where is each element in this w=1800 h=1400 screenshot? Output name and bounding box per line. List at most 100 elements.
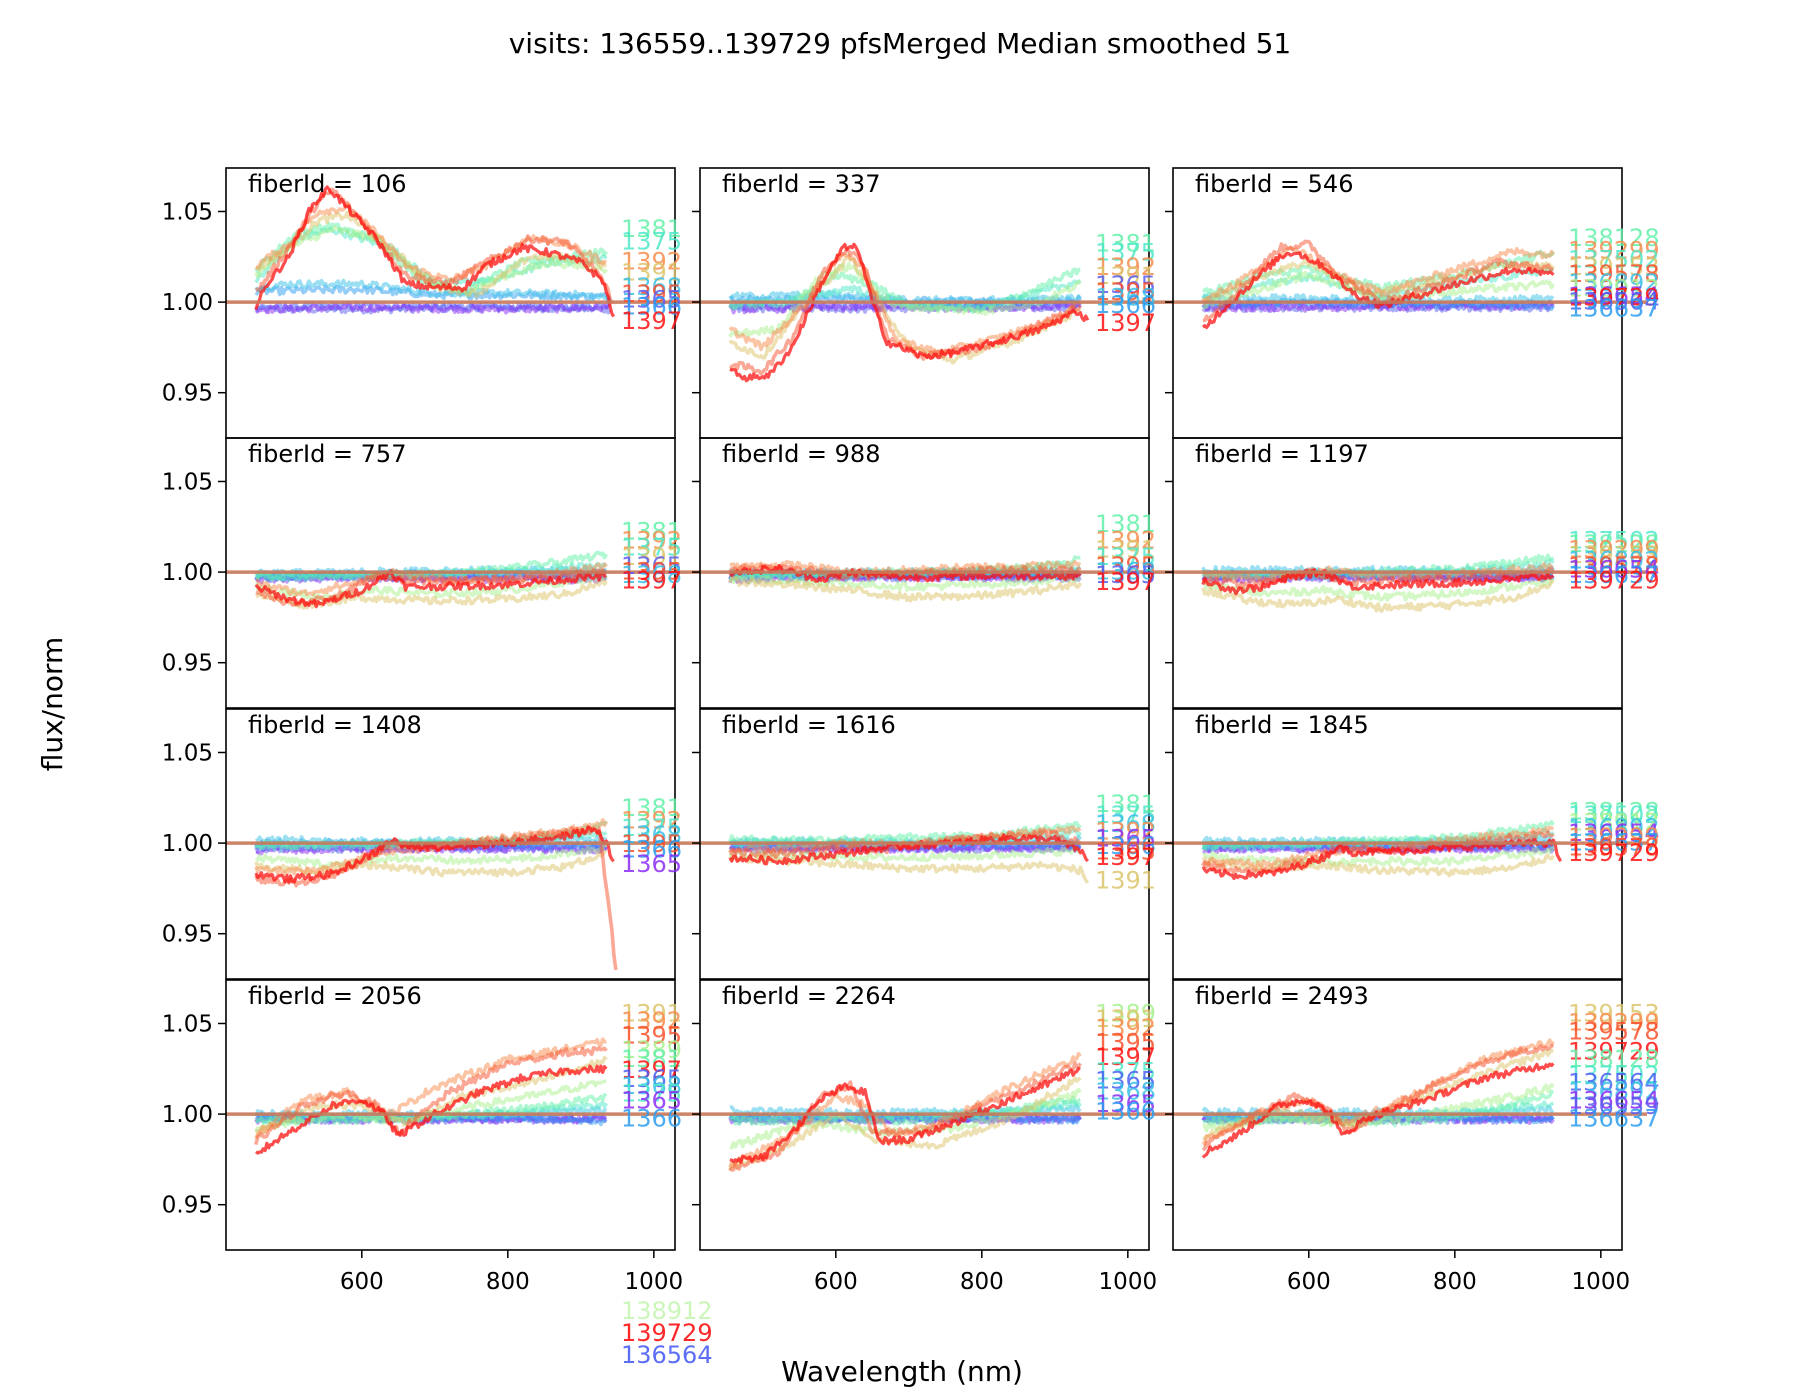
visit-label: 1391 [1095, 536, 1156, 564]
chart-title: visits: 136559..139729 pfsMerged Median … [509, 27, 1292, 60]
visit-label: 136654 [1568, 819, 1660, 847]
x-axis-label: Wavelength (nm) [781, 1355, 1023, 1388]
series-line-138912 [254, 843, 608, 870]
x-tick-label: 1000 [625, 1269, 684, 1295]
series-line-139299 [1201, 561, 1554, 585]
plot-area [1201, 819, 1563, 881]
y-tick-label: 0.95 [162, 1193, 213, 1219]
x-tick-label: 800 [1433, 1269, 1477, 1295]
visit-label: 136892 [1568, 814, 1660, 842]
x-tick-label: 1000 [1572, 1269, 1631, 1295]
x-tick-label: 1000 [1099, 1269, 1158, 1295]
series-line-139729 [1201, 838, 1563, 881]
series-line-139299 [728, 252, 1082, 357]
visit-label: 136564 [1568, 287, 1660, 315]
visit-label: 139729 [621, 1319, 713, 1347]
visit-label: 1366 [1095, 1097, 1156, 1125]
axes-frame [1172, 708, 1623, 980]
visit-label: 139153 [1568, 1000, 1660, 1028]
visit-label: 1397 [1095, 309, 1156, 337]
visit-label: 136637 [1568, 561, 1660, 589]
plot-area [728, 820, 1090, 885]
visit-label: 139729 [1568, 284, 1660, 312]
visit-label: 136654 [1568, 1087, 1660, 1115]
visit-label: 1389 [621, 1036, 682, 1064]
panel-2: fiberId = 337 138113751392139113651395136… [692, 167, 1174, 439]
visit-label: 1397 [621, 1056, 682, 1084]
series-line-139729 [254, 569, 607, 609]
y-tick-label: 1.00 [162, 290, 213, 316]
visit-label: 1365 [621, 850, 682, 878]
visit-label: 136892 [1568, 269, 1660, 297]
visit-label: 1397 [1095, 1043, 1156, 1071]
panel-12: 600 800 1000 fiberId = 2493 1391531392991395… [1165, 979, 1660, 1295]
visit-label: 138128 [1568, 530, 1660, 558]
visit-label: 1392 [1095, 817, 1156, 845]
visit-label: 1365 [1095, 271, 1156, 299]
visit-label: 137502 [1568, 246, 1660, 274]
axes-frame [225, 708, 676, 980]
visit-label: 138912 [1568, 275, 1660, 303]
plot-area [254, 185, 616, 318]
y-axis-label: flux/norm [36, 637, 69, 772]
visit-label: 1375 [1095, 1058, 1156, 1086]
visit-label: 139729 [1568, 566, 1660, 594]
y-tick-label: 0.95 [162, 651, 213, 677]
visit-label: 139153 [1568, 253, 1660, 281]
visit-label: 138128 [1568, 1045, 1660, 1073]
visit-label: 139299 [1568, 237, 1660, 265]
plot-area [1201, 239, 1555, 330]
visit-label: 1392 [621, 807, 682, 835]
visit-label: 1395 [1095, 1029, 1156, 1057]
visit-label: 136564 [1568, 1068, 1660, 1096]
series-line-139578 [254, 1045, 608, 1146]
visit-label: 137502 [1568, 1061, 1660, 1089]
series-line-136654 [254, 302, 612, 315]
visit-label: 136559 [1568, 1092, 1660, 1120]
visit-label: 1395 [621, 557, 682, 585]
series-line-139729 [1201, 251, 1555, 330]
visit-label: 1391 [621, 543, 682, 571]
visit-label: 1365 [621, 1065, 682, 1093]
visit-label: 1366 [621, 1105, 682, 1133]
panel-title: fiberId = 1845 [1195, 711, 1369, 739]
series-line-139299 [254, 1037, 607, 1140]
visit-label: 1381 [621, 517, 682, 545]
visit-label: 1368 [621, 273, 682, 301]
visit-label: 1395 [1095, 278, 1156, 306]
series-line-138912 [1202, 576, 1555, 603]
visit-label: 1365 [621, 552, 682, 580]
series-line-139578 [1202, 239, 1554, 323]
panel-10: 0.95 1.00 1.05 600 800 1000 fiberId = 2056 1391… [162, 979, 700, 1295]
visit-label: 1397 [1095, 843, 1156, 871]
plot-area [254, 550, 608, 610]
visit-label: 1389 [1095, 1000, 1156, 1028]
visit-label: 136637 [1568, 1105, 1660, 1133]
visit-label: 1381 [1095, 229, 1156, 257]
plot-area [728, 555, 1083, 603]
panel-title: fiberId = 1408 [248, 711, 422, 739]
axes-frame [225, 979, 676, 1251]
series-line-139578 [254, 187, 614, 305]
visit-label: 1392 [1095, 253, 1156, 281]
visit-label: 1366 [1095, 832, 1156, 860]
visit-label: 136654 [1568, 555, 1660, 583]
visit-label: 1391 [621, 1000, 682, 1028]
axes-frame [699, 979, 1150, 1251]
x-tick-label: 600 [814, 1269, 858, 1295]
panel-title: fiberId = 106 [248, 170, 406, 198]
visit-label: 1375 [1095, 801, 1156, 829]
visit-label: 1368 [1095, 284, 1156, 312]
series-line-139153 [1201, 579, 1555, 613]
visit-label: 139578 [1568, 834, 1660, 862]
visit-label: 137502 [1568, 801, 1660, 829]
visit-label: 139153 [1568, 541, 1660, 569]
visit-label: 136564 [621, 1341, 713, 1369]
axes-frame [699, 708, 1150, 980]
series-line-139729 [254, 185, 616, 318]
y-tick-label: 1.05 [162, 199, 213, 225]
axes-frame [225, 437, 676, 709]
visit-label: 1397 [1095, 568, 1156, 596]
